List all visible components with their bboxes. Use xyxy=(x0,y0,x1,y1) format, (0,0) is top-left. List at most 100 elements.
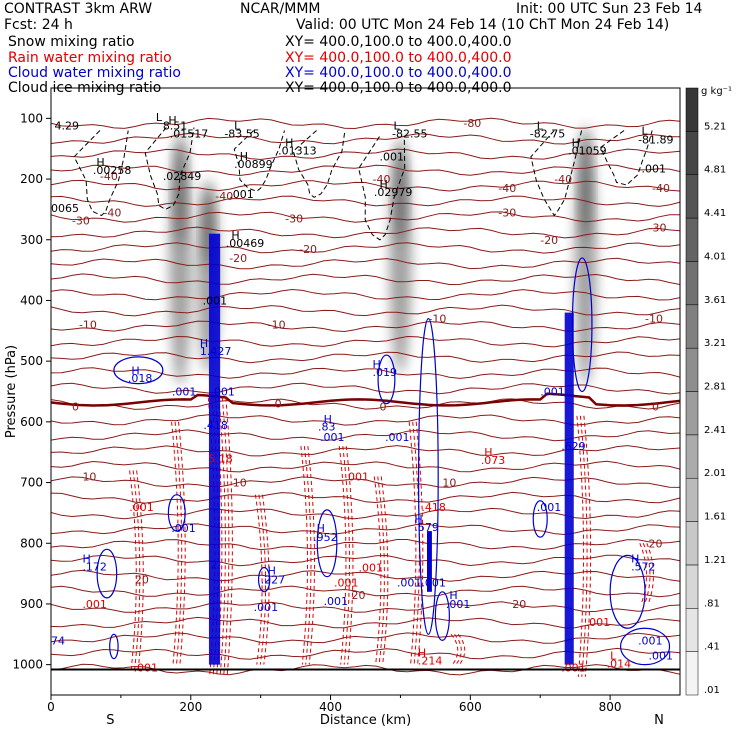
extremum-label: .01517 xyxy=(170,128,209,141)
colorbar-cell-1 xyxy=(685,608,699,652)
temperature-isotherm xyxy=(51,507,680,520)
temperature-label: 10 xyxy=(82,470,96,483)
colorbar-label: 2.81 xyxy=(704,382,726,393)
extremum-label: H xyxy=(82,552,90,565)
x-tick-label: 200 xyxy=(179,700,202,714)
rain-contour-4-1 xyxy=(303,446,312,665)
extremum-label: H xyxy=(200,337,208,350)
colorbar-label: 3.61 xyxy=(704,295,726,306)
extremum-label: .001 xyxy=(254,601,279,614)
temperature-label: -80 xyxy=(463,117,481,130)
y-tick-label: 100 xyxy=(20,111,43,125)
temperature-isotherm xyxy=(51,429,680,442)
temperature-label: -10 xyxy=(79,319,97,332)
legend-snow-label: Snow mixing ratio xyxy=(8,34,135,50)
temperature-labels: -40-40-30-40-30-20-10-20-40-40-30-40-40-… xyxy=(72,117,670,611)
rain-contour-2-4 xyxy=(221,397,230,677)
colorbar-label: 2.41 xyxy=(704,425,726,436)
extrema-annotations: 4.29L8.51H.01517L-83.55H.01313H.00899H.0… xyxy=(51,111,674,675)
rain-contour-4-0 xyxy=(300,446,309,665)
colorbar-unit: g kg⁻¹ xyxy=(701,86,732,97)
colorbar-label: 5.21 xyxy=(704,121,726,132)
forecast-hour: Fcst: 24 h xyxy=(4,17,73,33)
temperature-isotherm xyxy=(51,414,680,426)
cloud-ice-contour-5 xyxy=(530,130,583,217)
extremum-label: .001 xyxy=(537,501,562,514)
extremum-label: .418 xyxy=(203,419,228,432)
legend-cloudwater-xy: XY= 400.0,100.0 to 400.0,400.0 xyxy=(285,65,512,81)
extremum-label: .001 xyxy=(324,595,349,608)
extremum-label: L xyxy=(393,120,400,133)
temperature-isotherm xyxy=(51,632,680,644)
temperature-label: -20 xyxy=(540,234,558,247)
temperature-isotherm xyxy=(51,569,680,582)
y-tick-label: 700 xyxy=(20,476,43,490)
x-tick-label: 600 xyxy=(459,700,482,714)
y-tick-label: 400 xyxy=(20,293,43,307)
y-tick-label: 600 xyxy=(20,415,43,429)
colorbar-cell-13 xyxy=(685,87,699,132)
rain-contour-6-0 xyxy=(373,476,382,665)
valid-time: Valid: 00 UTC Mon 24 Feb 14 (10 ChT Mon … xyxy=(296,17,670,33)
temperature-isotherm xyxy=(51,539,680,551)
cloud-water-contour-12 xyxy=(619,627,671,666)
temperature-isotherm xyxy=(51,242,680,254)
extremum-label: H xyxy=(240,150,248,163)
cloud-water-contour-4 xyxy=(316,509,338,578)
extremum-label: H xyxy=(131,364,139,377)
cloud-ice-contour-4 xyxy=(358,136,406,241)
extremum-label: .073 xyxy=(481,454,506,467)
extremum-label: .418 xyxy=(421,501,446,514)
legend-snow-xy: XY= 400.0,100.0 to 400.0,400.0 xyxy=(285,34,512,50)
extremum-label: H xyxy=(631,552,639,565)
temperature-isotherm xyxy=(51,117,680,130)
extremum-label: .172 xyxy=(82,560,107,573)
rain-contour-5-2 xyxy=(345,446,354,665)
cloud-water-core-center xyxy=(427,531,432,592)
temperature-label: 0 xyxy=(379,401,386,414)
colorbar-label: 3.21 xyxy=(704,338,726,349)
temperature-isotherm xyxy=(51,382,680,395)
cloud-ice-contour-0 xyxy=(73,130,129,217)
legend-rain-label: Rain water mixing ratio xyxy=(8,50,172,66)
extremum-label: -82.55 xyxy=(392,128,427,141)
temperature-label: -40 xyxy=(498,182,516,195)
cloud-water-contour-11 xyxy=(109,633,119,660)
extremum-label: L xyxy=(610,650,617,663)
temperature-label: 20 xyxy=(135,574,149,587)
x-tick-label: 800 xyxy=(599,700,622,714)
y-tick-label: 1000 xyxy=(12,658,43,672)
temperature-isotherm xyxy=(51,616,680,629)
extremum-label: .001.001 xyxy=(397,577,446,590)
rain-contour-1-2 xyxy=(178,421,186,665)
temperature-label: -40 xyxy=(103,206,121,219)
extremum-label: .214 xyxy=(418,654,443,667)
temperature-label: -40 xyxy=(215,190,233,203)
extremum-label: H xyxy=(231,229,239,242)
extremum-label: .001 xyxy=(649,650,674,663)
temperature-isotherm xyxy=(51,647,680,660)
extremum-label: H xyxy=(414,513,422,526)
colorbar-cell-3 xyxy=(685,521,699,566)
temperature-isotherm xyxy=(51,335,680,348)
center-title: NCAR/MMM xyxy=(240,1,321,17)
extremum-label: .02979 xyxy=(374,186,413,199)
extremum-label: .001 xyxy=(82,598,107,611)
cloud-ice-contour-6 xyxy=(599,130,653,186)
extremum-label: .227 xyxy=(261,574,286,587)
extremum-label: H xyxy=(572,137,580,150)
rain-contour-3-2 xyxy=(261,494,270,665)
extremum-label: .001 xyxy=(385,431,410,444)
extremum-label: -81.89 xyxy=(638,134,673,147)
extremum-label: H xyxy=(285,137,293,150)
extremum-label: .019 xyxy=(372,366,397,379)
extremum-label: .001 xyxy=(561,662,586,675)
freezing-level-contour xyxy=(51,392,680,407)
temperature-isotherm xyxy=(51,351,680,364)
extremum-label: .014 xyxy=(607,657,632,670)
rain-contour-1-1 xyxy=(174,421,183,665)
extremum-label: 5.18 xyxy=(208,452,233,465)
colorbar-cell-11 xyxy=(685,174,699,219)
x-axis-label: Distance (km) xyxy=(320,713,411,728)
